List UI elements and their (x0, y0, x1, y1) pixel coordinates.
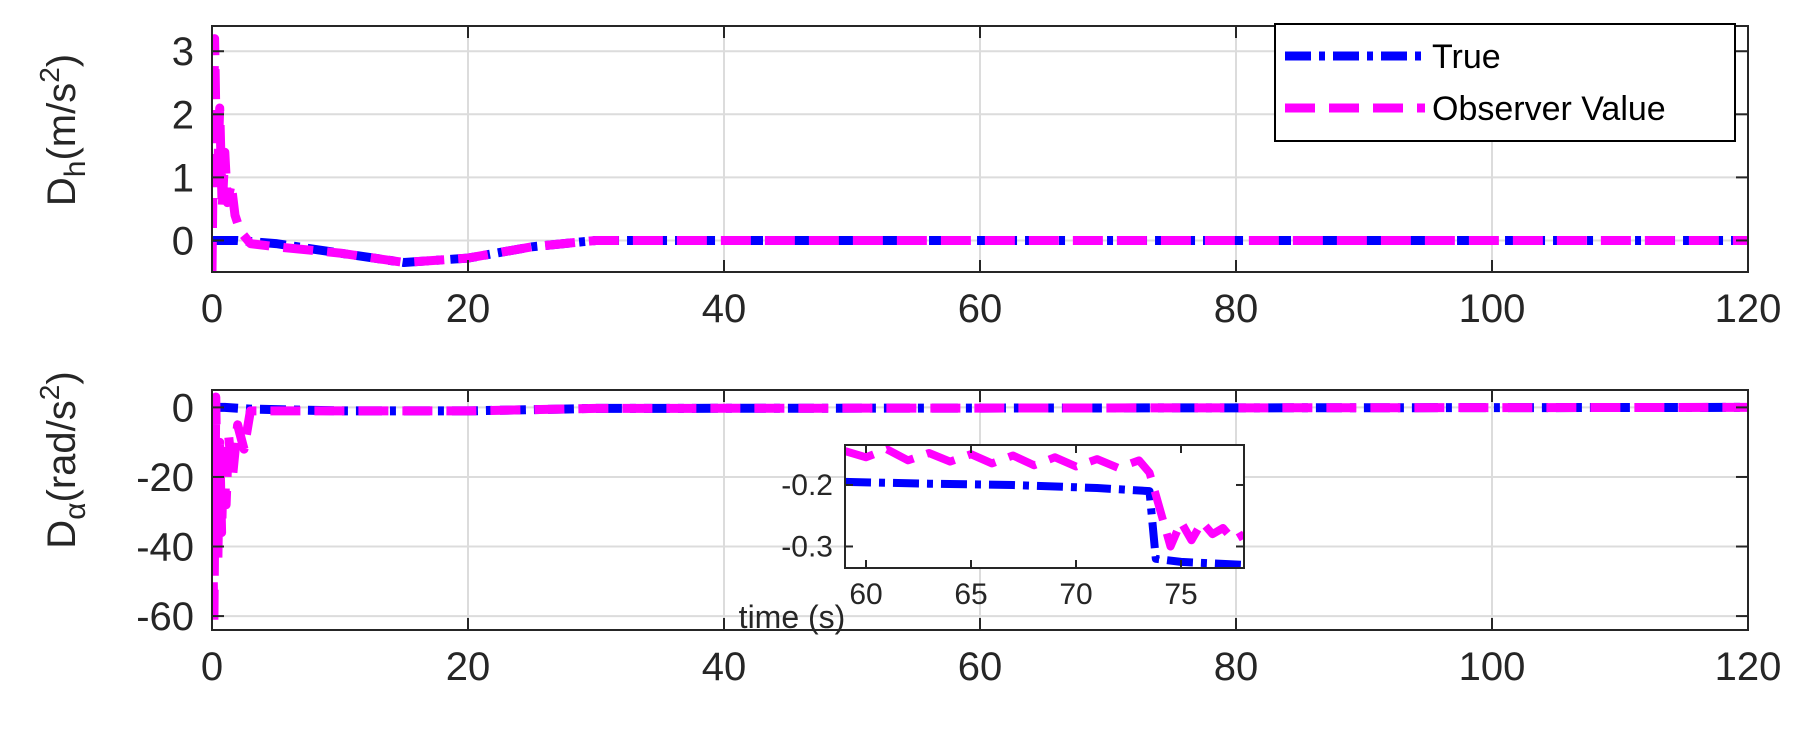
x-tick-label: 0 (201, 645, 223, 689)
x-tick-label: 60 (849, 578, 882, 611)
x-tick-label: 65 (954, 578, 987, 611)
x-tick-label: 0 (201, 287, 223, 331)
y-tick-label: 3 (172, 30, 194, 74)
x-tick-label: 80 (1214, 287, 1259, 331)
x-tick-label: 40 (702, 287, 747, 331)
x-tick-label: 60 (958, 645, 1003, 689)
y-tick-label: -0.2 (781, 469, 833, 502)
x-tick-label: 75 (1164, 578, 1197, 611)
x-tick-label: 60 (958, 287, 1003, 331)
x-tick-label: 100 (1459, 645, 1526, 689)
y-tick-label: -40 (136, 526, 194, 570)
y-tick-label: -60 (136, 595, 194, 639)
y-tick-label: 0 (172, 386, 194, 430)
series-line-observer (845, 445, 1244, 551)
y-tick-label: -20 (136, 456, 194, 500)
series-line-true (845, 477, 1244, 569)
x-tick-label: 120 (1715, 645, 1782, 689)
legend-label-observer: Observer Value (1432, 90, 1666, 128)
y-tick-label: 2 (172, 93, 194, 137)
x-tick-label: 20 (446, 645, 491, 689)
legend: True Observer Value (1274, 23, 1736, 142)
bottom-ylabel: Dα(rad/s2) (34, 371, 92, 548)
plot-area (845, 445, 1244, 568)
axes-frame (844, 444, 1245, 569)
x-tick-label: 40 (702, 645, 747, 689)
x-tick-label: 100 (1459, 287, 1526, 331)
x-tick-label: 80 (1214, 645, 1259, 689)
inset-panel: 60 65 70 75 -0.3 -0.2 (781, 444, 1245, 611)
y-tick-label: 0 (172, 219, 194, 263)
y-tick-label: -0.3 (781, 530, 833, 563)
x-tick-label: 20 (446, 287, 491, 331)
series-line-observer (212, 34, 1748, 273)
y-tick-label: 1 (172, 156, 194, 200)
x-tick-label: 70 (1059, 578, 1092, 611)
top-ylabel: Dh(m/s2) (34, 54, 92, 206)
legend-label-true: True (1432, 38, 1501, 76)
series-line-observer (212, 392, 1748, 628)
xlabel: time (s) (739, 599, 846, 635)
x-tick-label: 120 (1715, 287, 1782, 331)
